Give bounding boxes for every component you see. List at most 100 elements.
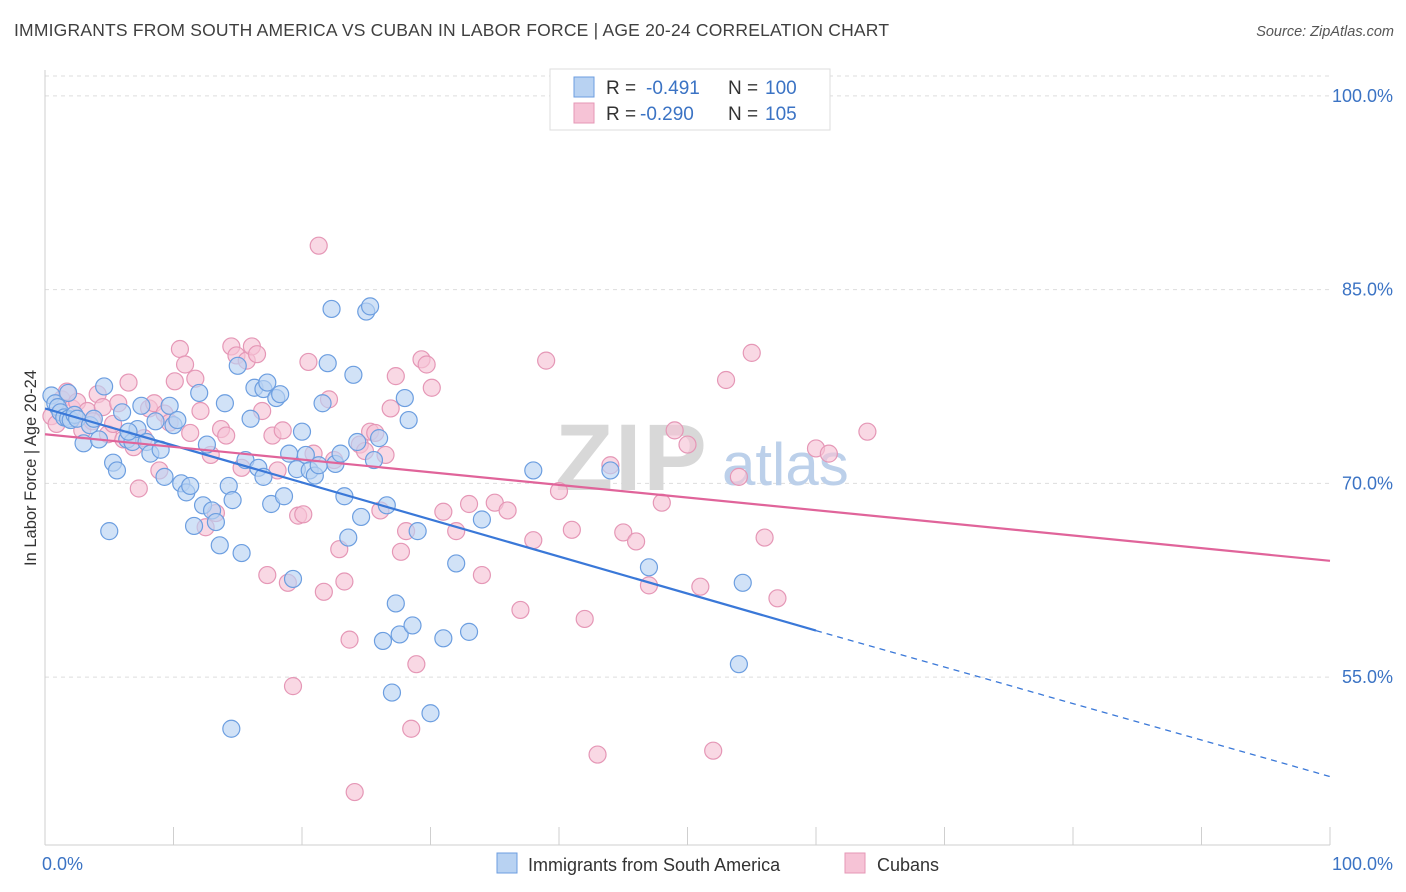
cubans-point bbox=[129, 479, 148, 498]
cubans-point bbox=[588, 745, 607, 764]
south-america-point bbox=[283, 569, 303, 589]
gridlines bbox=[45, 75, 1330, 678]
cubans-point bbox=[691, 577, 710, 596]
south-america-point bbox=[601, 461, 620, 480]
legend-n-value-1: 100 bbox=[765, 78, 797, 99]
legend-swatch-blue bbox=[573, 76, 595, 98]
cubans-point bbox=[639, 576, 659, 595]
south-america-point bbox=[390, 625, 409, 644]
south-america-point bbox=[434, 629, 453, 648]
cubans-point bbox=[498, 501, 517, 520]
cubans-point bbox=[858, 422, 877, 441]
cubans-point bbox=[309, 236, 328, 255]
watermark-zip: ZIP bbox=[555, 405, 709, 511]
south-america-point bbox=[421, 704, 440, 723]
legend-r-value-1: -0.491 bbox=[646, 78, 700, 99]
trend-line-cubans bbox=[44, 433, 1331, 562]
watermark-atlas: atlas bbox=[722, 431, 849, 498]
south-america-point bbox=[386, 594, 405, 613]
legend-r-value-2: -0.290 bbox=[640, 104, 694, 125]
cubans-point bbox=[459, 494, 479, 514]
cubans-point bbox=[417, 355, 436, 374]
cubans-point bbox=[391, 542, 411, 561]
x-tick-label-min: 0.0% bbox=[42, 854, 83, 874]
y-axis-label: In Labor Force | Age 20-24 bbox=[22, 370, 40, 566]
cubans-point bbox=[537, 351, 556, 370]
cubans-point bbox=[511, 600, 530, 620]
south-america-point bbox=[222, 719, 241, 738]
south-america-point bbox=[399, 410, 418, 430]
cubans-point bbox=[755, 528, 774, 547]
south-america-point bbox=[352, 507, 371, 527]
y-tick-labels: 55.0% 70.0% 85.0% 100.0% bbox=[1332, 86, 1393, 687]
south-america-point bbox=[206, 512, 226, 532]
legend-swatch-pink bbox=[573, 102, 595, 124]
south-america-point bbox=[232, 543, 251, 563]
south-america-point bbox=[318, 354, 337, 373]
south-america-point bbox=[364, 450, 384, 470]
legend-r-label-2: R = bbox=[606, 104, 636, 125]
south-america-point bbox=[95, 377, 114, 396]
bottom-legend-label-2: Cubans bbox=[877, 855, 939, 875]
bottom-legend-swatch-blue bbox=[496, 852, 518, 874]
cubans-point bbox=[422, 378, 441, 397]
south-america-point bbox=[168, 410, 187, 430]
cubans-point bbox=[258, 565, 277, 585]
series-south-america bbox=[42, 297, 752, 738]
cubans-point bbox=[273, 421, 292, 440]
south-america-point bbox=[322, 299, 341, 319]
cubans-point bbox=[175, 355, 195, 374]
cubans-point bbox=[340, 630, 359, 649]
cubans-point bbox=[626, 532, 646, 551]
south-america-point bbox=[309, 456, 328, 475]
south-america-point bbox=[639, 558, 659, 577]
south-america-point bbox=[271, 385, 290, 404]
south-america-point bbox=[348, 432, 367, 452]
cubans-point bbox=[335, 572, 354, 591]
south-america-point bbox=[181, 476, 200, 496]
south-america-point bbox=[146, 412, 165, 431]
south-america-point bbox=[403, 616, 422, 635]
cubans-point bbox=[181, 423, 200, 443]
south-america-point bbox=[729, 655, 749, 674]
cubans-point bbox=[165, 372, 184, 391]
cubans-point bbox=[191, 401, 210, 421]
south-america-point bbox=[459, 622, 479, 641]
bottom-legend: Immigrants from South America Cubans bbox=[496, 852, 939, 875]
legend-r-label-1: R = bbox=[606, 78, 636, 99]
south-america-point bbox=[155, 467, 174, 486]
cubans-point bbox=[562, 520, 581, 539]
legend: R = -0.491 N = 100 R = -0.290 N = 105 bbox=[549, 68, 831, 131]
south-america-point bbox=[107, 461, 127, 480]
legend-n-label-2: N = bbox=[728, 104, 758, 125]
x-tick-labels: 0.0% 100.0% bbox=[42, 854, 1393, 874]
cubans-point bbox=[665, 421, 684, 440]
trend-lines bbox=[44, 407, 1331, 778]
south-america-point bbox=[408, 522, 427, 541]
cubans-point bbox=[768, 589, 787, 608]
south-america-point bbox=[361, 297, 380, 316]
south-america-point bbox=[100, 522, 119, 541]
south-america-point bbox=[258, 373, 277, 392]
legend-n-value-2: 105 bbox=[765, 104, 797, 125]
cubans-point bbox=[614, 523, 633, 542]
cubans-point bbox=[524, 531, 543, 550]
chart-title: IMMIGRANTS FROM SOUTH AMERICA VS CUBAN I… bbox=[14, 20, 890, 40]
south-america-point bbox=[331, 444, 350, 463]
south-america-point bbox=[313, 394, 332, 413]
cubans-point bbox=[434, 502, 453, 521]
cubans-point bbox=[678, 435, 697, 454]
south-america-point bbox=[339, 528, 358, 547]
south-america-point bbox=[344, 365, 363, 384]
cubans-point bbox=[407, 655, 426, 674]
south-america-point bbox=[190, 383, 209, 403]
cubans-point bbox=[283, 677, 303, 696]
trend-line-south-america bbox=[44, 407, 817, 632]
cubans-point bbox=[472, 565, 491, 585]
cubans-point bbox=[716, 370, 736, 390]
south-america-point bbox=[395, 388, 414, 408]
y-tick-label: 55.0% bbox=[1342, 667, 1393, 687]
south-america-point bbox=[241, 409, 260, 428]
south-america-point bbox=[733, 573, 752, 592]
